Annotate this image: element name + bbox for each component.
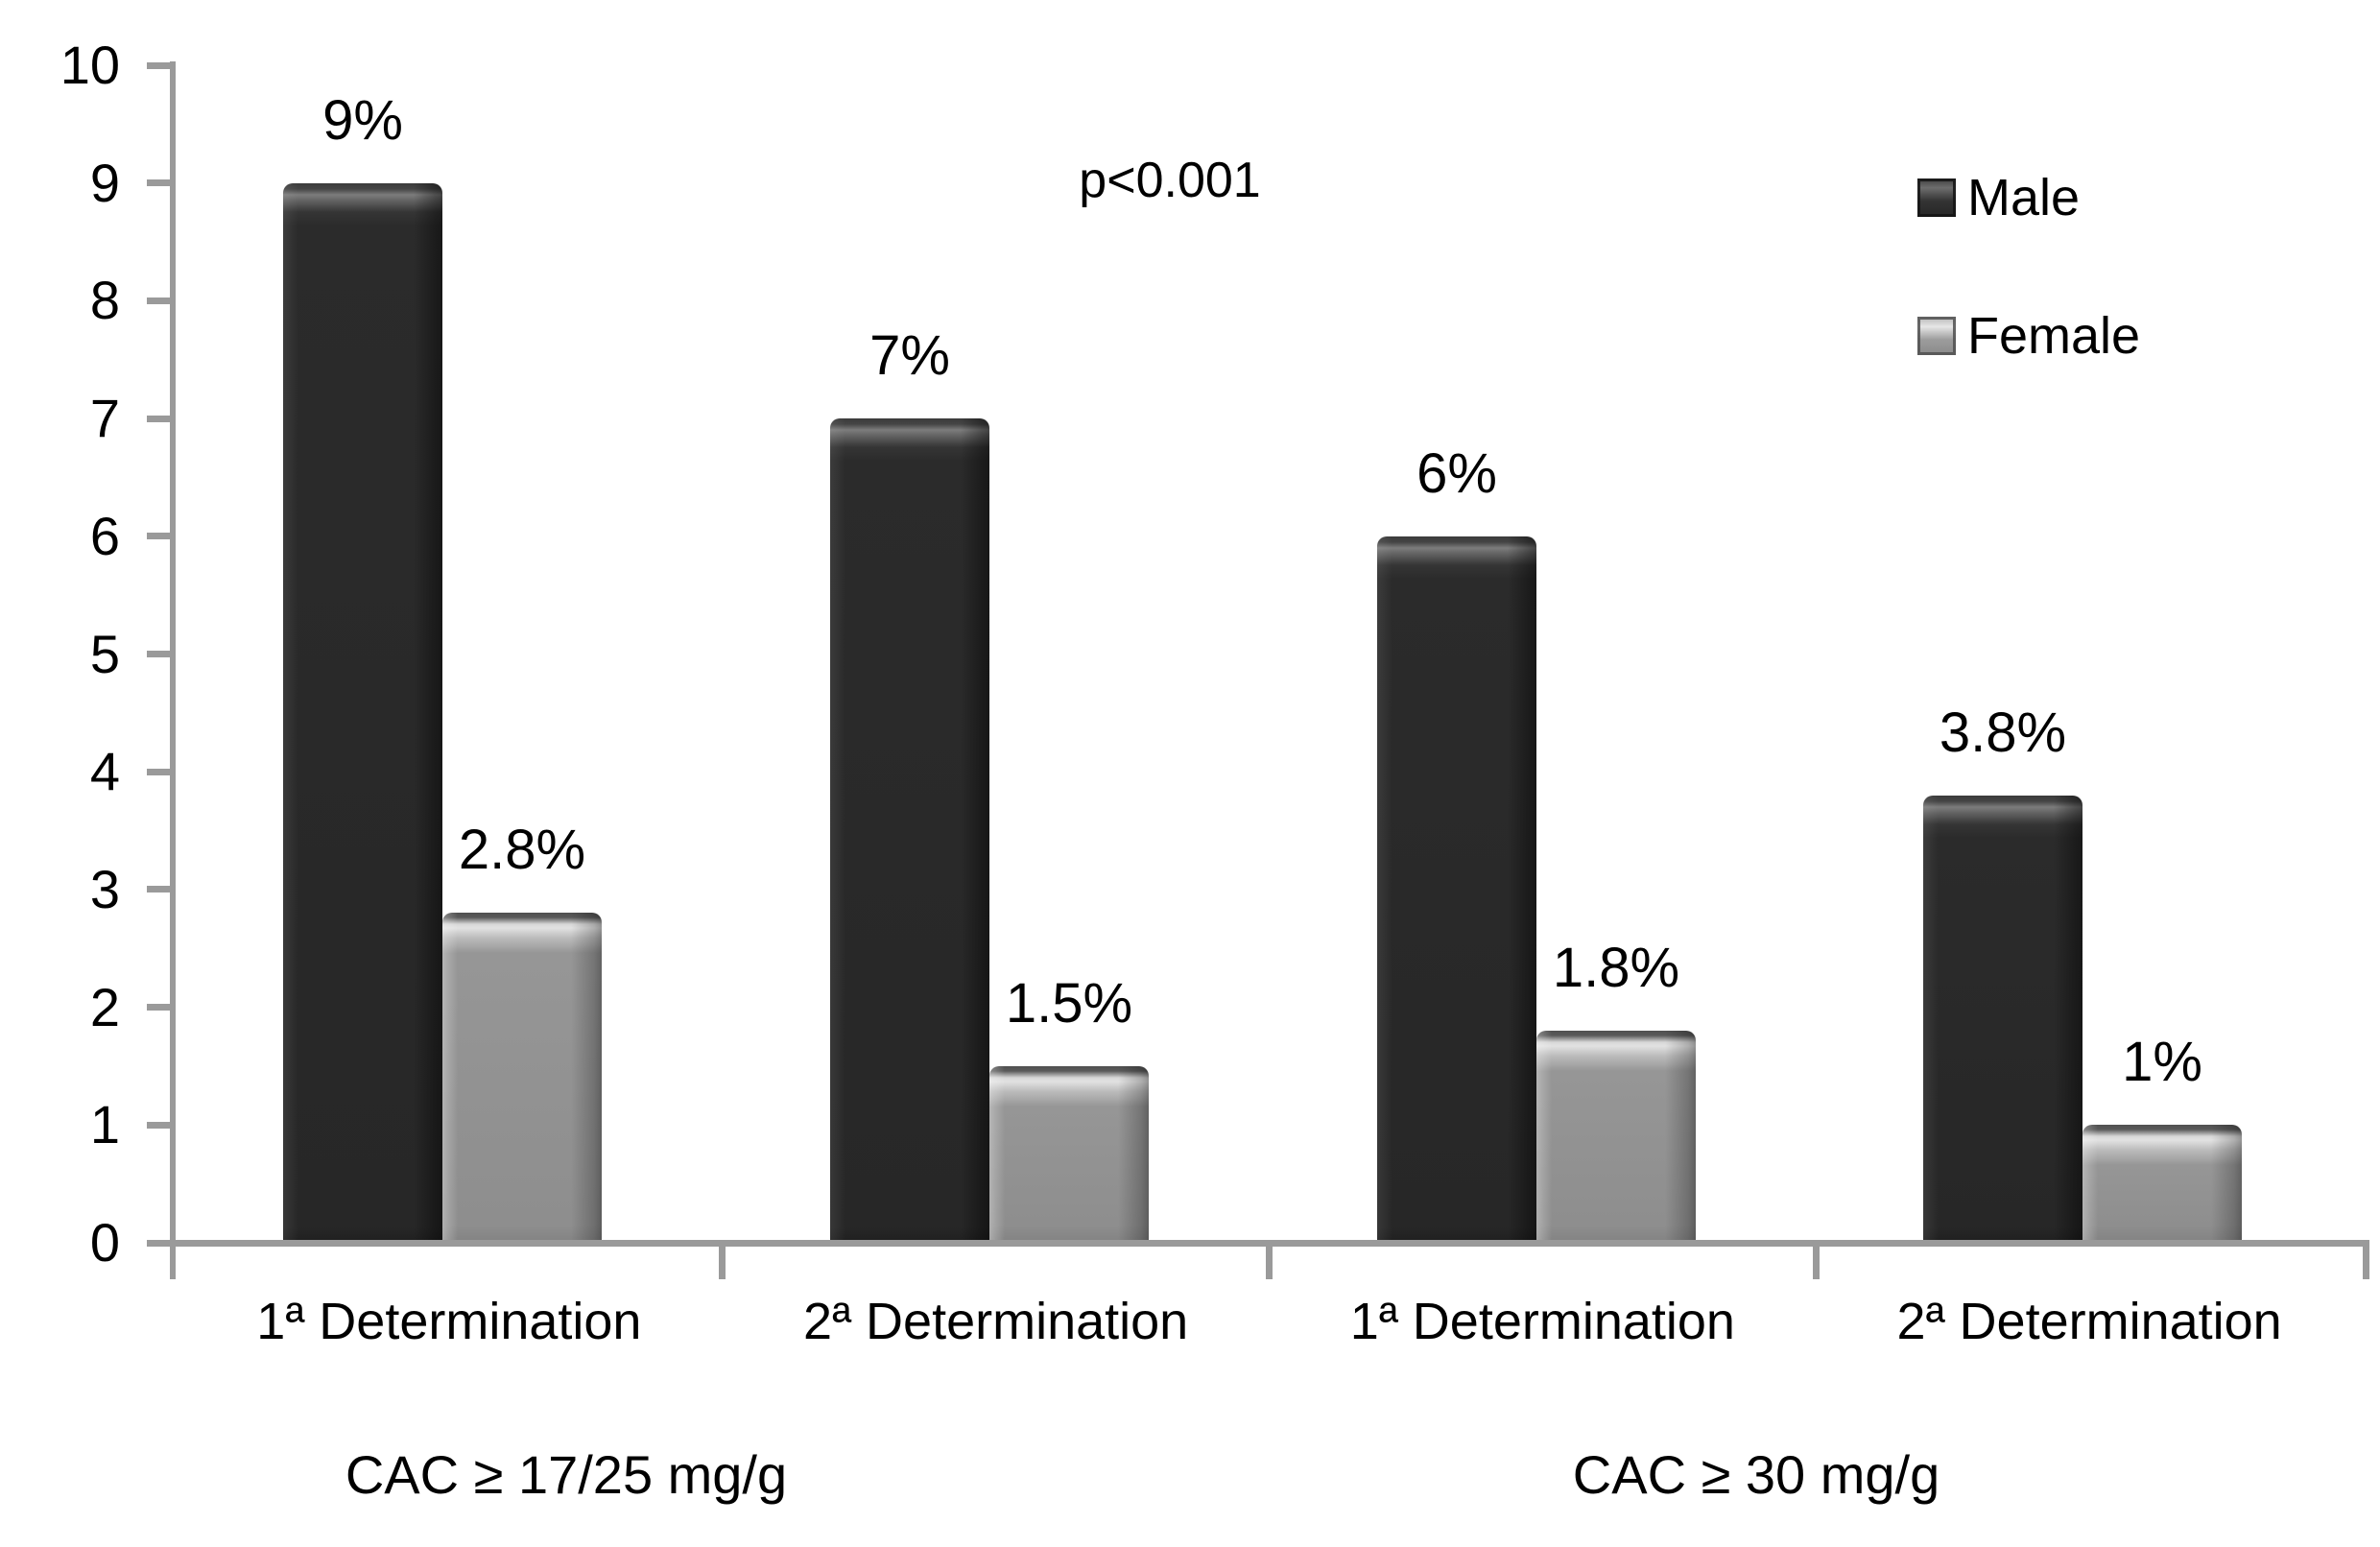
bar-value-label-male-group3: 6%: [1416, 442, 1497, 505]
y-axis-tick: [147, 1004, 170, 1012]
bar-value-label-male-group4: 3.8%: [1939, 702, 2067, 764]
y-axis-tick: [147, 768, 170, 775]
x-axis-category-label: 1ª Determination: [256, 1293, 642, 1350]
x-axis-group-label: CAC ≥ 30 mg/g: [1572, 1444, 1940, 1505]
x-axis-category-label: 2ª Determination: [803, 1293, 1189, 1350]
legend-label-male: Male: [1967, 169, 2081, 226]
x-axis-group-label: CAC ≥ 17/25 mg/g: [345, 1444, 788, 1505]
bar-male-group4: [1923, 796, 2082, 1243]
y-axis-tick-label: 1: [89, 1094, 120, 1155]
bar-female-group2: [989, 1066, 1149, 1243]
y-axis-tick: [147, 297, 170, 304]
bar-value-label-male-group1: 9%: [322, 89, 403, 152]
y-axis-tick-label: 3: [89, 858, 120, 919]
x-axis-boundary-tick: [2363, 1240, 2369, 1279]
bar-value-label-female-group3: 1.8%: [1552, 937, 1680, 999]
bar-male-group2: [830, 418, 989, 1243]
legend-item-female: Female: [1917, 299, 2140, 372]
bar-value-label-female-group2: 1.5%: [1005, 972, 1133, 1035]
y-axis-tick-label: 8: [89, 270, 120, 331]
y-axis-tick: [147, 533, 170, 540]
y-axis-tick-label: 5: [89, 623, 120, 684]
y-axis-tick-label: 2: [89, 976, 120, 1037]
y-axis-tick-label: 6: [89, 505, 120, 566]
y-axis-tick: [147, 1121, 170, 1129]
bar-male-group3: [1377, 536, 1536, 1243]
y-axis-tick: [147, 651, 170, 657]
y-axis-tick-label: 7: [89, 388, 120, 449]
x-axis-category-label: 2ª Determination: [1896, 1293, 2282, 1350]
x-axis-boundary-tick: [719, 1240, 726, 1279]
bar-value-label-male-group2: 7%: [869, 324, 950, 387]
female-legend-swatch-icon: [1917, 317, 1956, 355]
y-axis-tick-label: 0: [89, 1212, 120, 1273]
y-axis-tick-label: 4: [89, 741, 120, 802]
bar-value-label-female-group4: 1%: [2122, 1031, 2202, 1093]
y-axis-line: [170, 61, 176, 1279]
y-axis-tick: [147, 886, 170, 893]
bar-value-label-female-group1: 2.8%: [458, 819, 586, 881]
bar-female-group1: [442, 913, 602, 1243]
x-axis-category-label: 1ª Determination: [1349, 1293, 1735, 1350]
male-legend-swatch-icon: [1917, 178, 1956, 217]
p-value-annotation: p<0.001: [1079, 153, 1261, 208]
x-axis-boundary-tick: [1812, 1240, 1820, 1279]
y-axis-tick: [147, 61, 170, 69]
legend-label-female: Female: [1967, 307, 2141, 365]
y-axis-tick: [147, 179, 170, 187]
y-axis-tick-label: 9: [89, 152, 120, 213]
bar-female-group3: [1536, 1031, 1696, 1243]
bar-male-group1: [283, 183, 442, 1243]
bar-female-group4: [2082, 1125, 2242, 1243]
y-axis-tick: [147, 415, 170, 422]
y-axis-tick-label: 10: [60, 35, 120, 95]
x-axis-boundary-tick: [1266, 1240, 1273, 1279]
y-axis-tick: [147, 1239, 170, 1247]
legend-item-male: Male: [1917, 161, 2080, 234]
